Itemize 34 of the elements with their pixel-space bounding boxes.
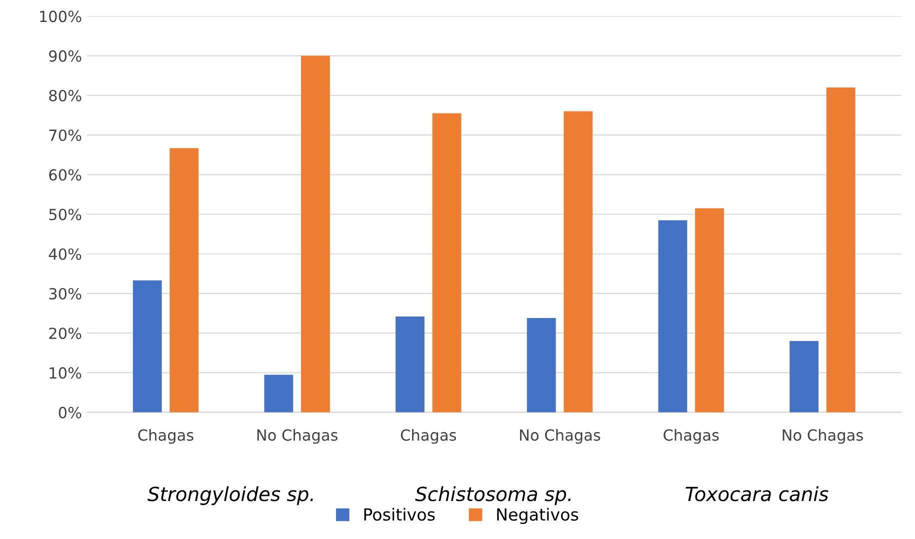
bar [170, 148, 199, 412]
x-tick-label: No Chagas [520, 429, 600, 444]
bar [564, 111, 593, 412]
bar [432, 113, 462, 412]
y-tick-label: 0% [58, 406, 82, 418]
legend-label: Negativos [497, 508, 578, 524]
x-tick-label: No Chagas [782, 429, 863, 444]
y-tick-label: 40% [48, 248, 82, 260]
y-tick-label: 100% [40, 10, 82, 22]
x-tick-label: Chagas [664, 429, 719, 444]
x-tick-label: No Chagas [257, 429, 338, 444]
bar [301, 56, 330, 412]
y-tick-label: 20% [49, 328, 82, 340]
x-tick-label: Chagas [138, 429, 194, 444]
y-tick-label: 30% [49, 288, 82, 300]
text: Toxocara canis [686, 486, 828, 502]
y-tick-label: 90% [49, 50, 82, 62]
x-tick-label: Chagas [400, 429, 456, 444]
bar [790, 341, 819, 412]
y-tick-label: 80% [49, 90, 82, 102]
bar [826, 87, 856, 412]
bar [132, 280, 162, 412]
text: Strongyloides sp. [148, 486, 313, 506]
bar [396, 316, 424, 412]
bar [695, 208, 724, 412]
y-tick-label: 10% [50, 367, 82, 379]
bar [526, 318, 556, 412]
legend-label: Positivos [364, 508, 435, 521]
y-tick-label: 50% [49, 208, 82, 220]
y-tick-label: 60% [49, 169, 82, 181]
y-tick-label: 70% [49, 129, 82, 142]
bar [658, 220, 688, 412]
text: Schistosoma sp. [415, 486, 571, 506]
bar [264, 374, 294, 412]
